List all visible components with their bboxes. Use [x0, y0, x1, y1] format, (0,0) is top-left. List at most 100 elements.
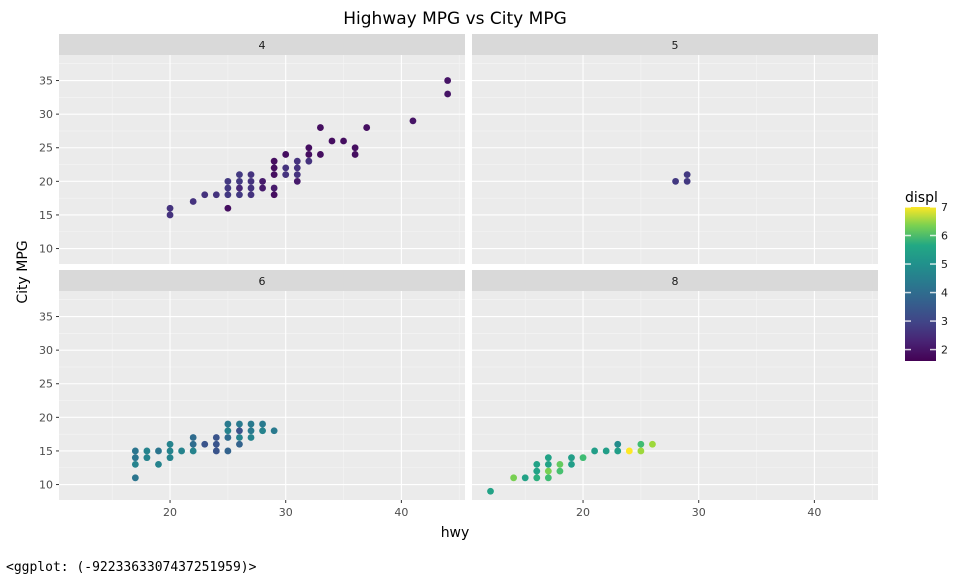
y-tick-label: 15	[39, 445, 53, 458]
legend-tick-label: 5	[941, 258, 948, 271]
data-point	[212, 191, 220, 199]
y-tick-label: 25	[39, 378, 53, 391]
data-point	[270, 157, 278, 165]
data-point	[649, 440, 656, 448]
data-point	[340, 137, 347, 145]
data-point	[351, 144, 359, 152]
facet-strip-label: 4	[259, 39, 266, 52]
colorbar	[905, 207, 936, 361]
facet-strip-label: 5	[672, 39, 679, 52]
facet-strip	[472, 270, 878, 291]
facet-strip-label: 6	[259, 275, 266, 288]
facet-panel-4: 4 10 15 20 25 30 35	[39, 34, 465, 264]
data-point	[224, 434, 232, 441]
data-point	[259, 177, 266, 185]
data-point	[189, 440, 197, 448]
y-tick-label: 20	[39, 411, 53, 424]
data-point	[224, 204, 232, 212]
data-point	[201, 191, 209, 199]
data-point	[166, 211, 174, 219]
data-point	[247, 427, 255, 435]
data-point	[305, 157, 313, 165]
x-tick-label: 20	[576, 506, 590, 519]
data-point	[293, 157, 301, 165]
data-point	[510, 474, 518, 482]
data-point	[212, 434, 220, 441]
data-point	[270, 171, 278, 179]
facet-panel-6: 6 10 15 20 25 30 35 20 30 40	[39, 270, 465, 519]
y-tick-label: 35	[39, 75, 53, 88]
data-point	[166, 447, 174, 455]
data-point	[259, 184, 266, 192]
y-tick-label: 10	[39, 479, 53, 492]
legend-tick-label: 4	[941, 287, 948, 300]
data-point	[305, 151, 313, 158]
output-repr-text: <ggplot: (-9223363307437251959)>	[6, 560, 257, 575]
y-axis-label: City MPG	[15, 240, 31, 303]
data-point	[409, 117, 417, 125]
data-point	[568, 460, 575, 468]
data-point	[533, 474, 541, 482]
data-point	[236, 191, 243, 199]
data-point	[236, 177, 243, 185]
panel-background	[59, 291, 465, 500]
data-point	[363, 124, 371, 131]
data-point	[236, 171, 243, 179]
data-point	[212, 440, 220, 448]
data-point	[155, 460, 162, 468]
data-point	[579, 454, 587, 462]
data-point	[351, 151, 359, 158]
data-point	[305, 144, 313, 152]
legend-tick-label: 2	[941, 344, 948, 357]
panel-background	[472, 291, 878, 500]
data-point	[282, 151, 290, 158]
data-point	[591, 447, 599, 455]
data-point	[270, 427, 278, 435]
facet-panel-8: 8 20 30 40	[472, 270, 878, 519]
data-point	[143, 454, 151, 462]
data-point	[247, 184, 255, 192]
facet-panel-5: 5	[472, 34, 878, 264]
data-point	[602, 447, 610, 455]
data-point	[166, 454, 174, 462]
data-point	[236, 420, 243, 428]
data-point	[637, 447, 645, 455]
facet-strip-label: 8	[672, 275, 679, 288]
data-point	[131, 454, 139, 462]
data-point	[544, 474, 552, 482]
data-point	[189, 434, 197, 441]
data-point	[683, 171, 691, 179]
legend: displ 2 3 4 5 6 7	[905, 190, 948, 361]
y-tick-label: 25	[39, 142, 53, 155]
data-point	[556, 460, 564, 468]
y-tick-label: 35	[39, 311, 53, 324]
data-point	[544, 460, 552, 468]
data-point	[556, 467, 564, 475]
chart-title: Highway MPG vs City MPG	[343, 9, 567, 29]
data-point	[247, 171, 255, 179]
y-tick-label: 30	[39, 108, 53, 121]
data-point	[224, 184, 232, 192]
legend-tick-label: 3	[941, 315, 948, 328]
data-point	[444, 77, 452, 84]
data-point	[270, 184, 278, 192]
y-tick-label: 15	[39, 209, 53, 222]
data-point	[236, 427, 243, 435]
data-point	[521, 474, 529, 482]
data-point	[293, 164, 301, 172]
data-point	[683, 177, 691, 185]
data-point	[614, 440, 622, 448]
data-point	[236, 434, 243, 441]
faceted-scatter-chart: Highway MPG vs City MPG 4101520253035561…	[15, 9, 948, 541]
data-point	[224, 177, 232, 185]
x-tick-label: 40	[394, 506, 408, 519]
legend-tick-label: 7	[941, 201, 948, 214]
data-point	[224, 447, 232, 455]
data-point	[672, 177, 679, 185]
data-point	[568, 454, 575, 462]
x-tick-label: 20	[163, 506, 177, 519]
data-point	[247, 434, 255, 441]
data-point	[614, 447, 622, 455]
data-point	[270, 164, 278, 172]
data-point	[236, 184, 243, 192]
